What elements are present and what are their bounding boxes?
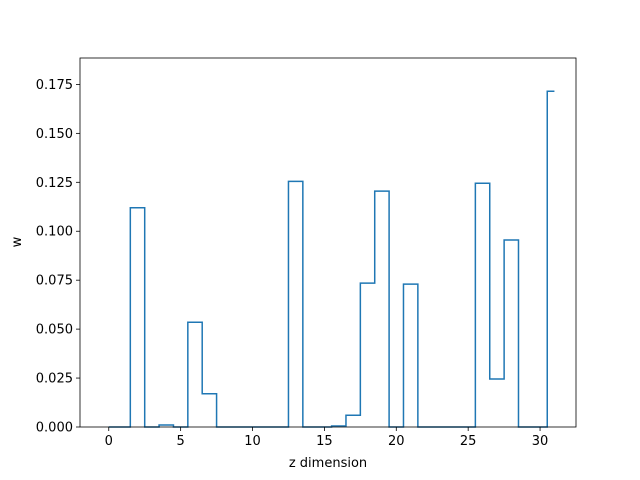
axes-frame bbox=[79, 57, 577, 428]
x-tick-label: 20 bbox=[388, 434, 405, 449]
y-tick-label: 0.000 bbox=[36, 421, 73, 436]
x-tick-label: 30 bbox=[532, 434, 549, 449]
x-tick-label: 10 bbox=[244, 434, 261, 449]
x-tick-label: 15 bbox=[316, 434, 333, 449]
x-tick-label: 5 bbox=[176, 434, 184, 449]
y-tick-label: 0.175 bbox=[36, 78, 73, 93]
y-axis-label: w bbox=[10, 236, 25, 247]
y-tick-label: 0.075 bbox=[36, 274, 73, 289]
x-tick-label: 0 bbox=[105, 434, 113, 449]
x-axis-ticks: 0 5 10 15 20 25 30 bbox=[105, 427, 549, 449]
y-tick-label: 0.125 bbox=[36, 176, 73, 191]
y-tick-label: 0.050 bbox=[36, 323, 73, 338]
x-axis-label: z dimension bbox=[289, 456, 367, 471]
y-tick-label: 0.100 bbox=[36, 225, 73, 240]
y-tick-label: 0.025 bbox=[36, 372, 73, 387]
x-tick-label: 25 bbox=[460, 434, 477, 449]
y-tick-label: 0.150 bbox=[36, 127, 73, 142]
y-axis-ticks: 0.000 0.025 0.050 0.075 0.100 0.125 0.150 0.175 bbox=[36, 78, 80, 436]
